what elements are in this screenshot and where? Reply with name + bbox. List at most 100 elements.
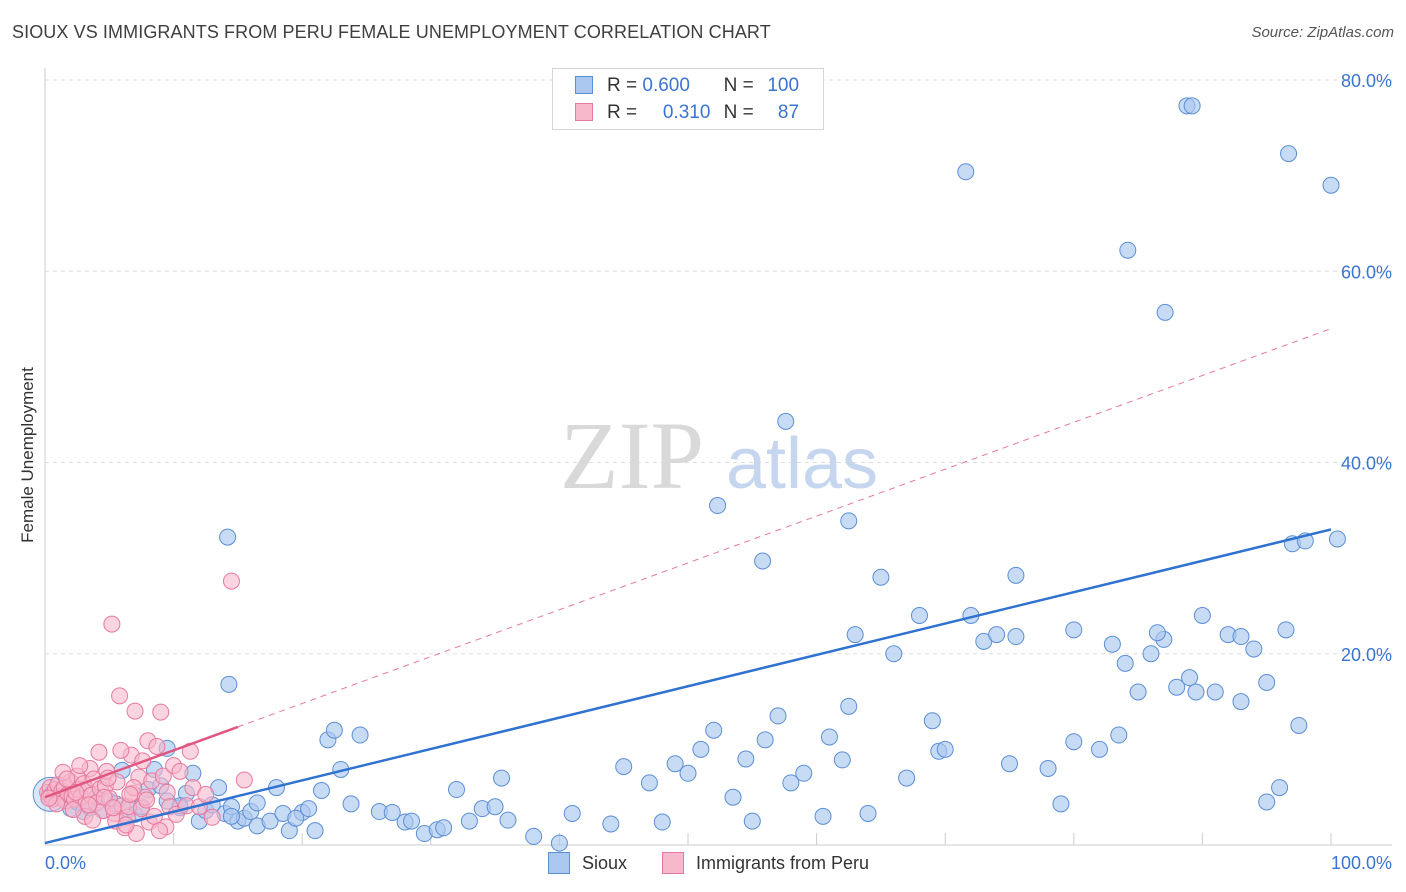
n-value: 100 [767,75,800,96]
trend-lines [44,328,1332,845]
peru-point [197,785,215,803]
sioux-point [754,552,772,570]
sioux-point [1322,176,1340,194]
sioux-point [383,803,401,821]
sioux-point [1091,740,1109,758]
sioux-point [1129,683,1147,701]
sioux-point [1258,793,1276,811]
watermark-zip: ZIP [560,402,704,509]
r-value: 0.600 [642,75,690,96]
sioux-point [957,163,975,181]
peru-point [154,767,172,785]
sioux-point [342,795,360,813]
sioux-swatch [575,76,593,94]
sioux-point [1183,97,1201,115]
sioux-point [936,740,954,758]
sioux-point [756,731,774,749]
sioux-point [833,751,851,769]
sioux-point [1119,241,1137,259]
sioux-point [737,750,755,768]
r-value: 0.310 [662,102,711,123]
sioux-point [1110,726,1128,744]
sioux-point [743,812,761,830]
sioux-point [1168,678,1186,696]
sioux-point [1280,145,1298,163]
sioux-point [840,512,858,530]
peru-trend-line-dashed [237,328,1332,728]
peru-point [171,762,189,780]
peru-point [104,799,122,817]
sioux-legend-swatch [548,852,570,874]
sioux-point [312,781,330,799]
sioux-point [1052,795,1070,813]
sioux-point [640,774,658,792]
legend-row-sioux: R = 0.600 N = 100 [575,75,799,97]
n-label: N = [723,75,754,96]
peru-point [71,757,89,775]
sioux-point [840,697,858,715]
legend-item-sioux: Sioux [548,852,627,874]
sioux-point [435,819,453,837]
correlation-legend: R = 0.600 N = 100 R = 0.310 N = 87 [552,68,824,130]
sioux-point [1007,628,1025,646]
peru-point [126,702,144,720]
sioux-point [300,800,318,818]
peru-point [90,743,108,761]
sioux-point [1290,716,1308,734]
peru-legend-swatch [662,852,684,874]
y-tick-label: 80.0% [1341,71,1392,91]
sioux-point [923,712,941,730]
sioux-point [1258,673,1276,691]
peru-point [138,791,156,809]
tick-labels: 20.0% 40.0% 60.0% 80.0% 0.0% 100.0% [45,71,1392,873]
sioux-point [769,707,787,725]
peru-point [148,738,166,756]
sioux-point [653,813,671,831]
sioux-legend-label: Sioux [582,853,628,873]
x-tick-label: 0.0% [45,853,86,873]
sioux-point [898,769,916,787]
sioux-point [1116,654,1134,672]
r-label: R = [607,102,638,123]
sioux-point [219,528,237,546]
peru-point [64,801,82,819]
peru-point [84,811,102,829]
sioux-point [1156,303,1174,321]
peru-point [158,783,176,801]
chart-title: SIOUX VS IMMIGRANTS FROM PERU FEMALE UNE… [12,22,771,42]
sioux-point [351,726,369,744]
sioux-point [486,798,504,816]
n-label: N = [723,102,754,123]
source-label: Source: ZipAtlas.com [1251,24,1394,41]
sioux-point [325,721,343,739]
y-tick-label: 20.0% [1341,645,1392,665]
sioux-point [1206,683,1224,701]
sioux-point [615,758,633,776]
series-legend: Sioux Immigrants from Peru [0,852,1406,878]
sioux-points [32,97,1346,852]
sioux-point [910,607,928,624]
sioux-point [403,812,421,830]
x-tick-label: 100.0% [1331,853,1392,873]
sioux-point [814,807,832,825]
sioux-point [1103,635,1121,653]
sioux-point [248,794,266,812]
peru-point [80,796,98,814]
sioux-trend-line [44,528,1332,845]
sioux-point [460,812,478,830]
sioux-point [705,721,723,739]
sioux-point [1232,693,1250,711]
peru-trend-line-solid [44,725,239,799]
sioux-point [1271,779,1289,797]
sioux-point [1277,621,1295,639]
peru-point [112,741,130,759]
sioux-point [692,740,710,758]
sioux-point [493,769,511,787]
peru-point [58,770,76,788]
peru-point [203,808,221,826]
sioux-point [988,626,1006,644]
sioux-point [1065,621,1083,639]
sioux-point [1007,566,1025,584]
sioux-point [550,834,568,852]
